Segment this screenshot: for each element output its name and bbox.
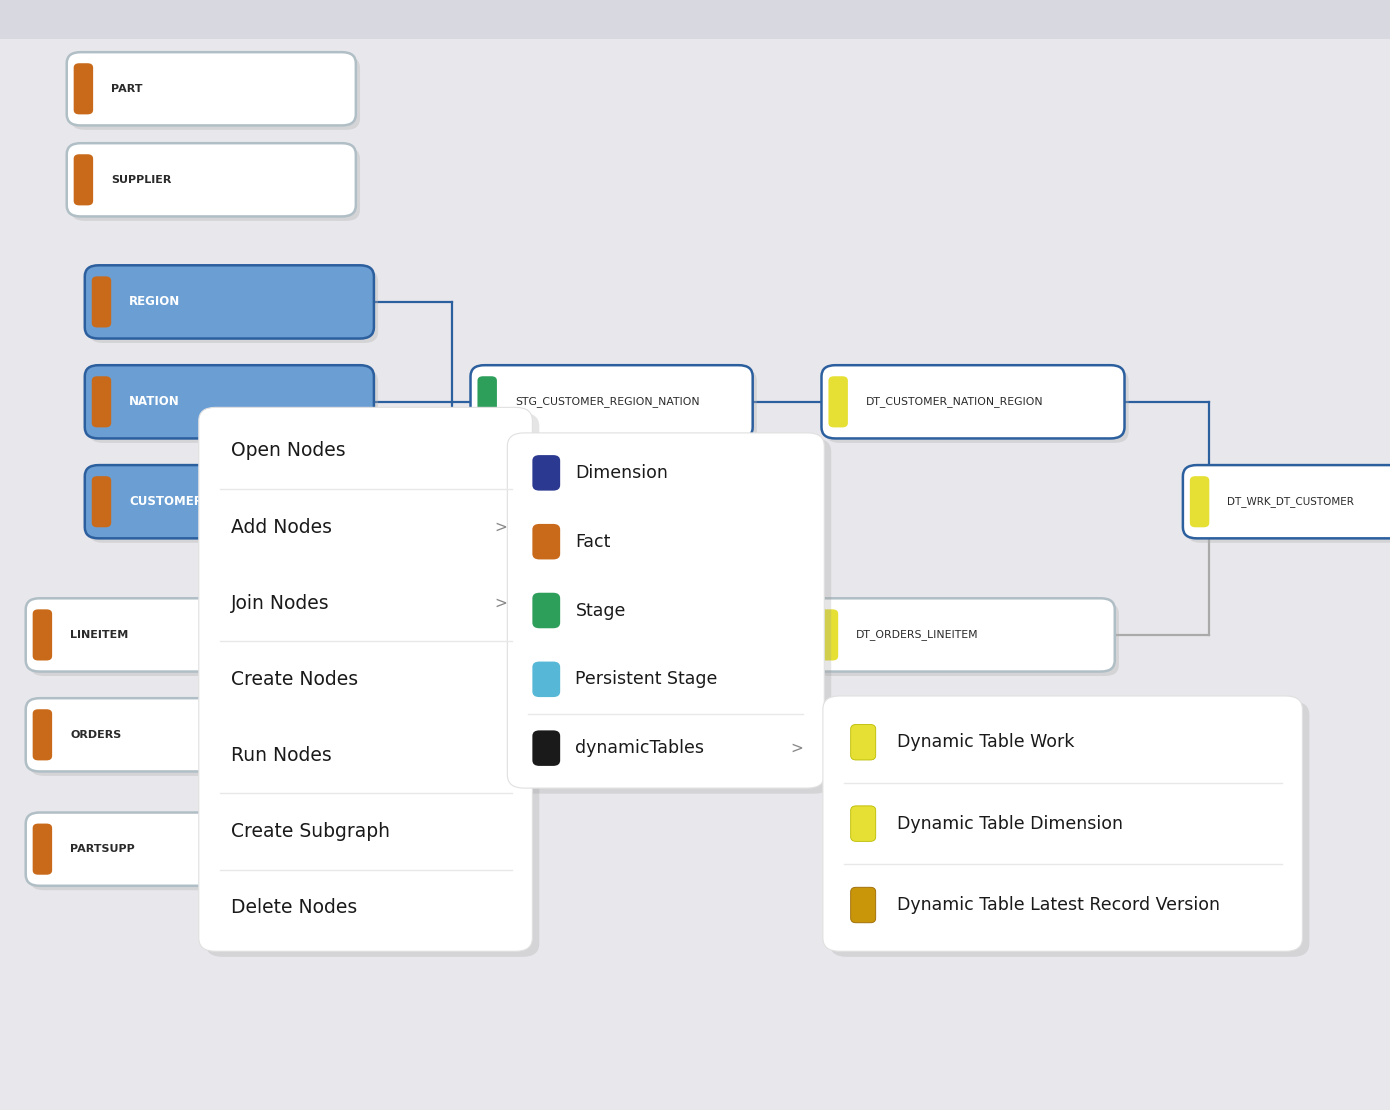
FancyBboxPatch shape [71,57,360,130]
FancyBboxPatch shape [461,603,742,676]
FancyBboxPatch shape [1187,470,1390,543]
FancyBboxPatch shape [823,696,1302,951]
FancyBboxPatch shape [828,376,848,427]
Text: >: > [790,740,803,756]
Text: LINEITEM_ORDERS: LINEITEM_ORDERS [502,629,603,640]
FancyBboxPatch shape [532,662,560,697]
Text: Dynamic Table Work: Dynamic Table Work [897,734,1074,751]
FancyBboxPatch shape [1183,465,1390,538]
Text: NATION: NATION [129,395,181,408]
FancyBboxPatch shape [26,813,253,886]
FancyBboxPatch shape [26,598,253,672]
Text: Stage: Stage [575,602,626,619]
Text: REGION: REGION [129,295,181,309]
FancyBboxPatch shape [456,598,739,672]
FancyBboxPatch shape [92,476,111,527]
FancyBboxPatch shape [812,598,1115,672]
FancyBboxPatch shape [85,265,374,339]
FancyBboxPatch shape [206,413,539,957]
Text: PART: PART [111,83,143,94]
FancyBboxPatch shape [199,407,532,951]
Text: Create Nodes: Create Nodes [231,669,357,689]
FancyBboxPatch shape [532,730,560,766]
Text: SUPPLIER: SUPPLIER [111,174,171,185]
Text: STG_CUSTOMER_REGION_NATION: STG_CUSTOMER_REGION_NATION [516,396,699,407]
FancyBboxPatch shape [851,725,876,760]
FancyBboxPatch shape [89,370,378,443]
FancyBboxPatch shape [71,148,360,221]
Text: Open Nodes: Open Nodes [231,442,345,461]
FancyBboxPatch shape [475,370,756,443]
FancyBboxPatch shape [1190,476,1209,527]
Text: Fact: Fact [575,533,610,551]
FancyBboxPatch shape [92,376,111,427]
Text: Persistent Stage: Persistent Stage [575,670,717,688]
Text: DT_ORDERS_LINEITEM: DT_ORDERS_LINEITEM [856,629,979,640]
FancyBboxPatch shape [514,438,831,794]
Text: dynamicTables: dynamicTables [575,739,705,757]
Text: >: > [493,519,507,535]
FancyBboxPatch shape [31,603,256,676]
FancyBboxPatch shape [74,63,93,114]
FancyBboxPatch shape [31,703,256,776]
FancyBboxPatch shape [851,806,876,841]
FancyBboxPatch shape [821,365,1125,438]
FancyBboxPatch shape [532,524,560,559]
FancyBboxPatch shape [92,276,111,327]
FancyBboxPatch shape [85,465,374,538]
Text: DT_CUSTOMER_NATION_REGION: DT_CUSTOMER_NATION_REGION [866,396,1044,407]
Text: CUSTOMER: CUSTOMER [129,495,203,508]
FancyBboxPatch shape [851,887,876,922]
Text: >: > [493,596,507,611]
FancyBboxPatch shape [507,433,824,788]
Text: Dynamic Table Dimension: Dynamic Table Dimension [897,815,1123,832]
FancyBboxPatch shape [830,702,1309,957]
Text: ORDERS: ORDERS [70,729,121,740]
FancyBboxPatch shape [464,609,484,660]
FancyBboxPatch shape [33,824,53,875]
FancyBboxPatch shape [816,603,1119,676]
FancyBboxPatch shape [89,270,378,343]
Text: Dimension: Dimension [575,464,669,482]
FancyBboxPatch shape [74,154,93,205]
FancyBboxPatch shape [819,609,838,660]
Text: Create Subgraph: Create Subgraph [231,823,389,841]
Text: Dynamic Table Latest Record Version: Dynamic Table Latest Record Version [897,896,1219,914]
FancyBboxPatch shape [31,817,256,890]
FancyBboxPatch shape [85,365,374,438]
Text: DT_WRK_DT_CUSTOMER: DT_WRK_DT_CUSTOMER [1227,496,1354,507]
Text: Join Nodes: Join Nodes [231,594,329,613]
Text: Delete Nodes: Delete Nodes [231,898,357,917]
Text: Run Nodes: Run Nodes [231,746,331,765]
FancyBboxPatch shape [478,376,498,427]
FancyBboxPatch shape [826,370,1129,443]
FancyBboxPatch shape [532,593,560,628]
FancyBboxPatch shape [67,52,356,125]
Text: PARTSUPP: PARTSUPP [70,844,135,855]
FancyBboxPatch shape [67,143,356,216]
FancyBboxPatch shape [532,455,560,491]
FancyBboxPatch shape [33,709,53,760]
FancyBboxPatch shape [89,470,378,543]
Text: LINEITEM: LINEITEM [70,629,128,640]
FancyBboxPatch shape [26,698,253,771]
FancyBboxPatch shape [470,365,753,438]
Text: Add Nodes: Add Nodes [231,517,332,536]
FancyBboxPatch shape [33,609,53,660]
FancyBboxPatch shape [0,0,1390,39]
